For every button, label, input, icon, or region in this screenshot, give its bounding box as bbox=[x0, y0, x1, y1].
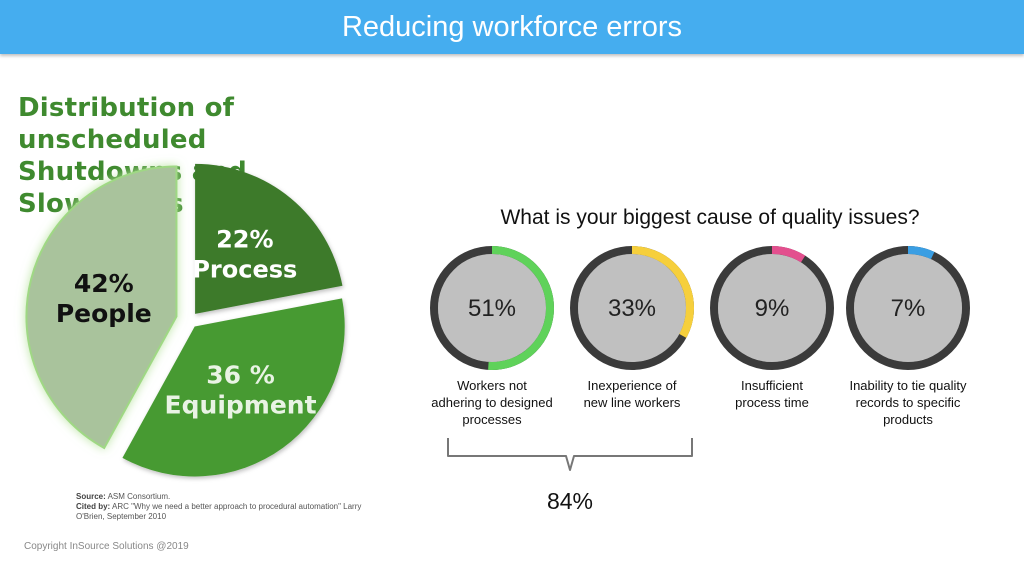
pie-slice-value-equipment: 36 % bbox=[206, 361, 275, 390]
donut-caption-line: records to specific bbox=[855, 395, 961, 410]
pie-slice-process bbox=[195, 163, 343, 314]
copyright-text: Copyright InSource Solutions @2019 bbox=[24, 541, 189, 552]
source-text: ASM Consortium. bbox=[107, 492, 171, 501]
source-note: Source: ASM Consortium. Cited by: ARC "W… bbox=[76, 492, 376, 522]
cited-text: ARC "Why we need a better approach to pr… bbox=[76, 502, 362, 521]
pie-slice-value-process: 22% bbox=[216, 226, 273, 254]
page-title: Reducing workforce errors bbox=[341, 10, 683, 43]
donut-arc bbox=[488, 246, 554, 370]
pie-slice-name-people: People bbox=[56, 299, 152, 328]
group-total: 84% bbox=[546, 488, 594, 514]
pie-slice-name-process: Process bbox=[192, 256, 297, 284]
donut-value-label: 51% bbox=[468, 295, 516, 322]
donut-caption: Insufficient process time bbox=[697, 377, 847, 411]
donut-caption-line: products bbox=[883, 412, 933, 427]
donut-arc bbox=[907, 246, 935, 260]
donut-caption: Inexperience of new line workers bbox=[557, 377, 707, 411]
donut-caption-line: Workers not bbox=[457, 378, 527, 393]
donut-value-label: 33% bbox=[608, 295, 656, 322]
donut-caption-line: process time bbox=[735, 395, 809, 410]
donut-chart-title: What is your biggest cause of quality is… bbox=[500, 206, 920, 229]
donut-value-label: 9% bbox=[755, 295, 790, 322]
donut-caption-line: adhering to designed bbox=[431, 395, 553, 410]
donut-caption-line: new line workers bbox=[583, 395, 681, 410]
donut-center bbox=[718, 254, 826, 362]
pie-chart: 22%Process 36 %Equipment 42%People bbox=[25, 163, 345, 477]
pie-title-line-1: Distribution of unscheduled bbox=[18, 93, 235, 155]
pie-slice-people bbox=[25, 165, 178, 450]
donut-arc bbox=[771, 246, 806, 263]
cited-label: Cited by: bbox=[76, 502, 111, 511]
donut-caption-line: processes bbox=[462, 412, 522, 427]
pie-slice-name-equipment: Equipment bbox=[165, 391, 317, 420]
donut-arc bbox=[631, 246, 694, 338]
donut-caption-line: Inability to tie quality bbox=[849, 378, 967, 393]
donut-caption: Inability to tie quality records to speci… bbox=[833, 377, 983, 428]
pie-slice-equipment bbox=[122, 298, 345, 477]
header-bar: Reducing workforce errors bbox=[0, 0, 1024, 54]
source-label: Source: bbox=[76, 492, 106, 501]
donut-value-label: 7% bbox=[891, 295, 926, 322]
donut-charts: 51% 33% 9% 7% bbox=[430, 246, 970, 370]
grouping-brace bbox=[447, 438, 693, 471]
brace-line bbox=[447, 438, 693, 471]
donut-caption: Workers not adhering to designed processes bbox=[417, 377, 567, 428]
donut-center bbox=[438, 254, 546, 362]
pie-slice-value-people: 42% bbox=[74, 269, 134, 298]
donut-center bbox=[578, 254, 686, 362]
donut-center bbox=[854, 254, 962, 362]
donut-caption-line: Insufficient bbox=[741, 378, 803, 393]
donut-caption-line: Inexperience of bbox=[587, 378, 677, 393]
